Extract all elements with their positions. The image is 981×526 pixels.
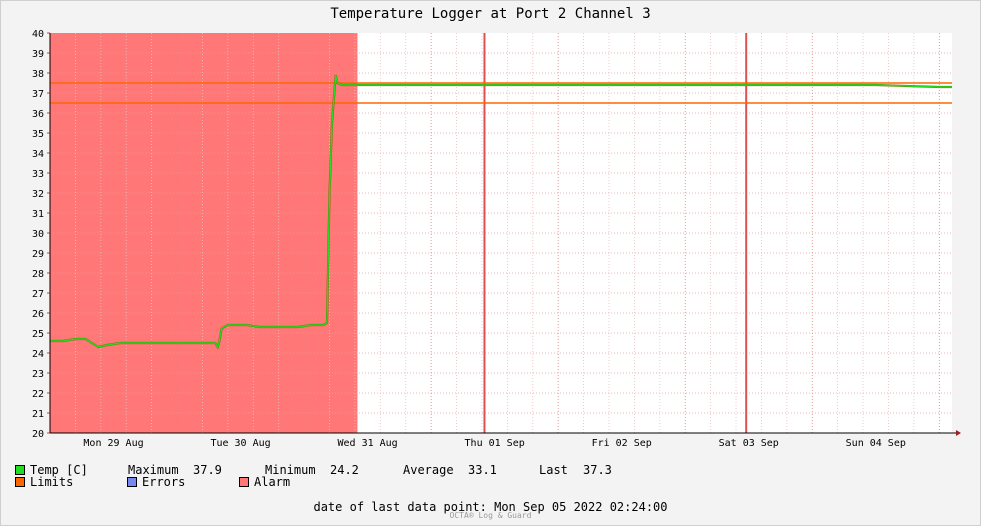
stat-last-label: Last — [539, 463, 568, 477]
temp-series-line — [50, 74, 952, 349]
y-tick-label: 33 — [32, 169, 44, 180]
y-tick-label: 21 — [32, 409, 44, 420]
y-tick-label: 20 — [32, 429, 44, 440]
legend-errors-swatch — [127, 477, 137, 487]
y-tick-label: 39 — [32, 49, 44, 60]
y-tick-label: 34 — [32, 149, 44, 160]
legend-temp-swatch — [15, 465, 25, 475]
y-tick-label: 24 — [32, 349, 44, 360]
legend-limits-swatch — [15, 477, 25, 487]
x-tick-label: Fri 02 Sep — [592, 438, 652, 449]
y-tick-label: 31 — [32, 209, 44, 220]
y-tick-label: 35 — [32, 129, 44, 140]
legend-temp-label: Temp [C] — [30, 463, 88, 477]
x-tick-label: Thu 01 Sep — [465, 438, 525, 449]
stat-max-label: Maximum — [128, 463, 179, 477]
x-axis-arrow — [956, 430, 961, 436]
y-tick-label: 36 — [32, 109, 44, 120]
legend-errors-label: Errors — [142, 475, 186, 489]
y-tick-label: 26 — [32, 309, 44, 320]
stat-max-value: 37.9 — [193, 463, 222, 477]
y-tick-label: 29 — [32, 249, 44, 260]
x-tick-label: Mon 29 Aug — [83, 438, 143, 449]
y-tick-label: 38 — [32, 69, 44, 80]
y-tick-label: 22 — [32, 389, 44, 400]
last-data-point: date of last data point: Mon Sep 05 2022… — [313, 500, 668, 514]
y-tick-label: 25 — [32, 329, 44, 340]
legend-limits-label: Limits — [30, 475, 74, 489]
stat-min-value: 24.2 — [330, 463, 359, 477]
stat-last-value: 37.3 — [583, 463, 612, 477]
x-tick-label: Wed 31 Aug — [337, 438, 397, 449]
stat-avg-value: 33.1 — [468, 463, 497, 477]
y-tick-label: 27 — [32, 289, 44, 300]
chart-title: Temperature Logger at Port 2 Channel 3 — [330, 6, 651, 22]
stat-avg-label: Average — [403, 463, 454, 477]
y-tick-label: 40 — [32, 29, 44, 40]
y-tick-label: 32 — [32, 189, 44, 200]
stat-min-label: Minimum — [265, 463, 316, 477]
y-tick-label: 37 — [32, 89, 44, 100]
x-tick-label: Tue 30 Aug — [210, 438, 270, 449]
brand-watermark: OCTA® Log & Guard — [449, 511, 532, 520]
y-tick-label: 28 — [32, 269, 44, 280]
x-tick-label: Sun 04 Sep — [846, 438, 906, 449]
x-tick-label: Sat 03 Sep — [719, 438, 779, 449]
legend-alarm-label: Alarm — [254, 475, 291, 489]
y-tick-label: 23 — [32, 369, 44, 380]
y-tick-label: 30 — [32, 229, 44, 240]
legend-alarm-swatch — [239, 477, 249, 487]
